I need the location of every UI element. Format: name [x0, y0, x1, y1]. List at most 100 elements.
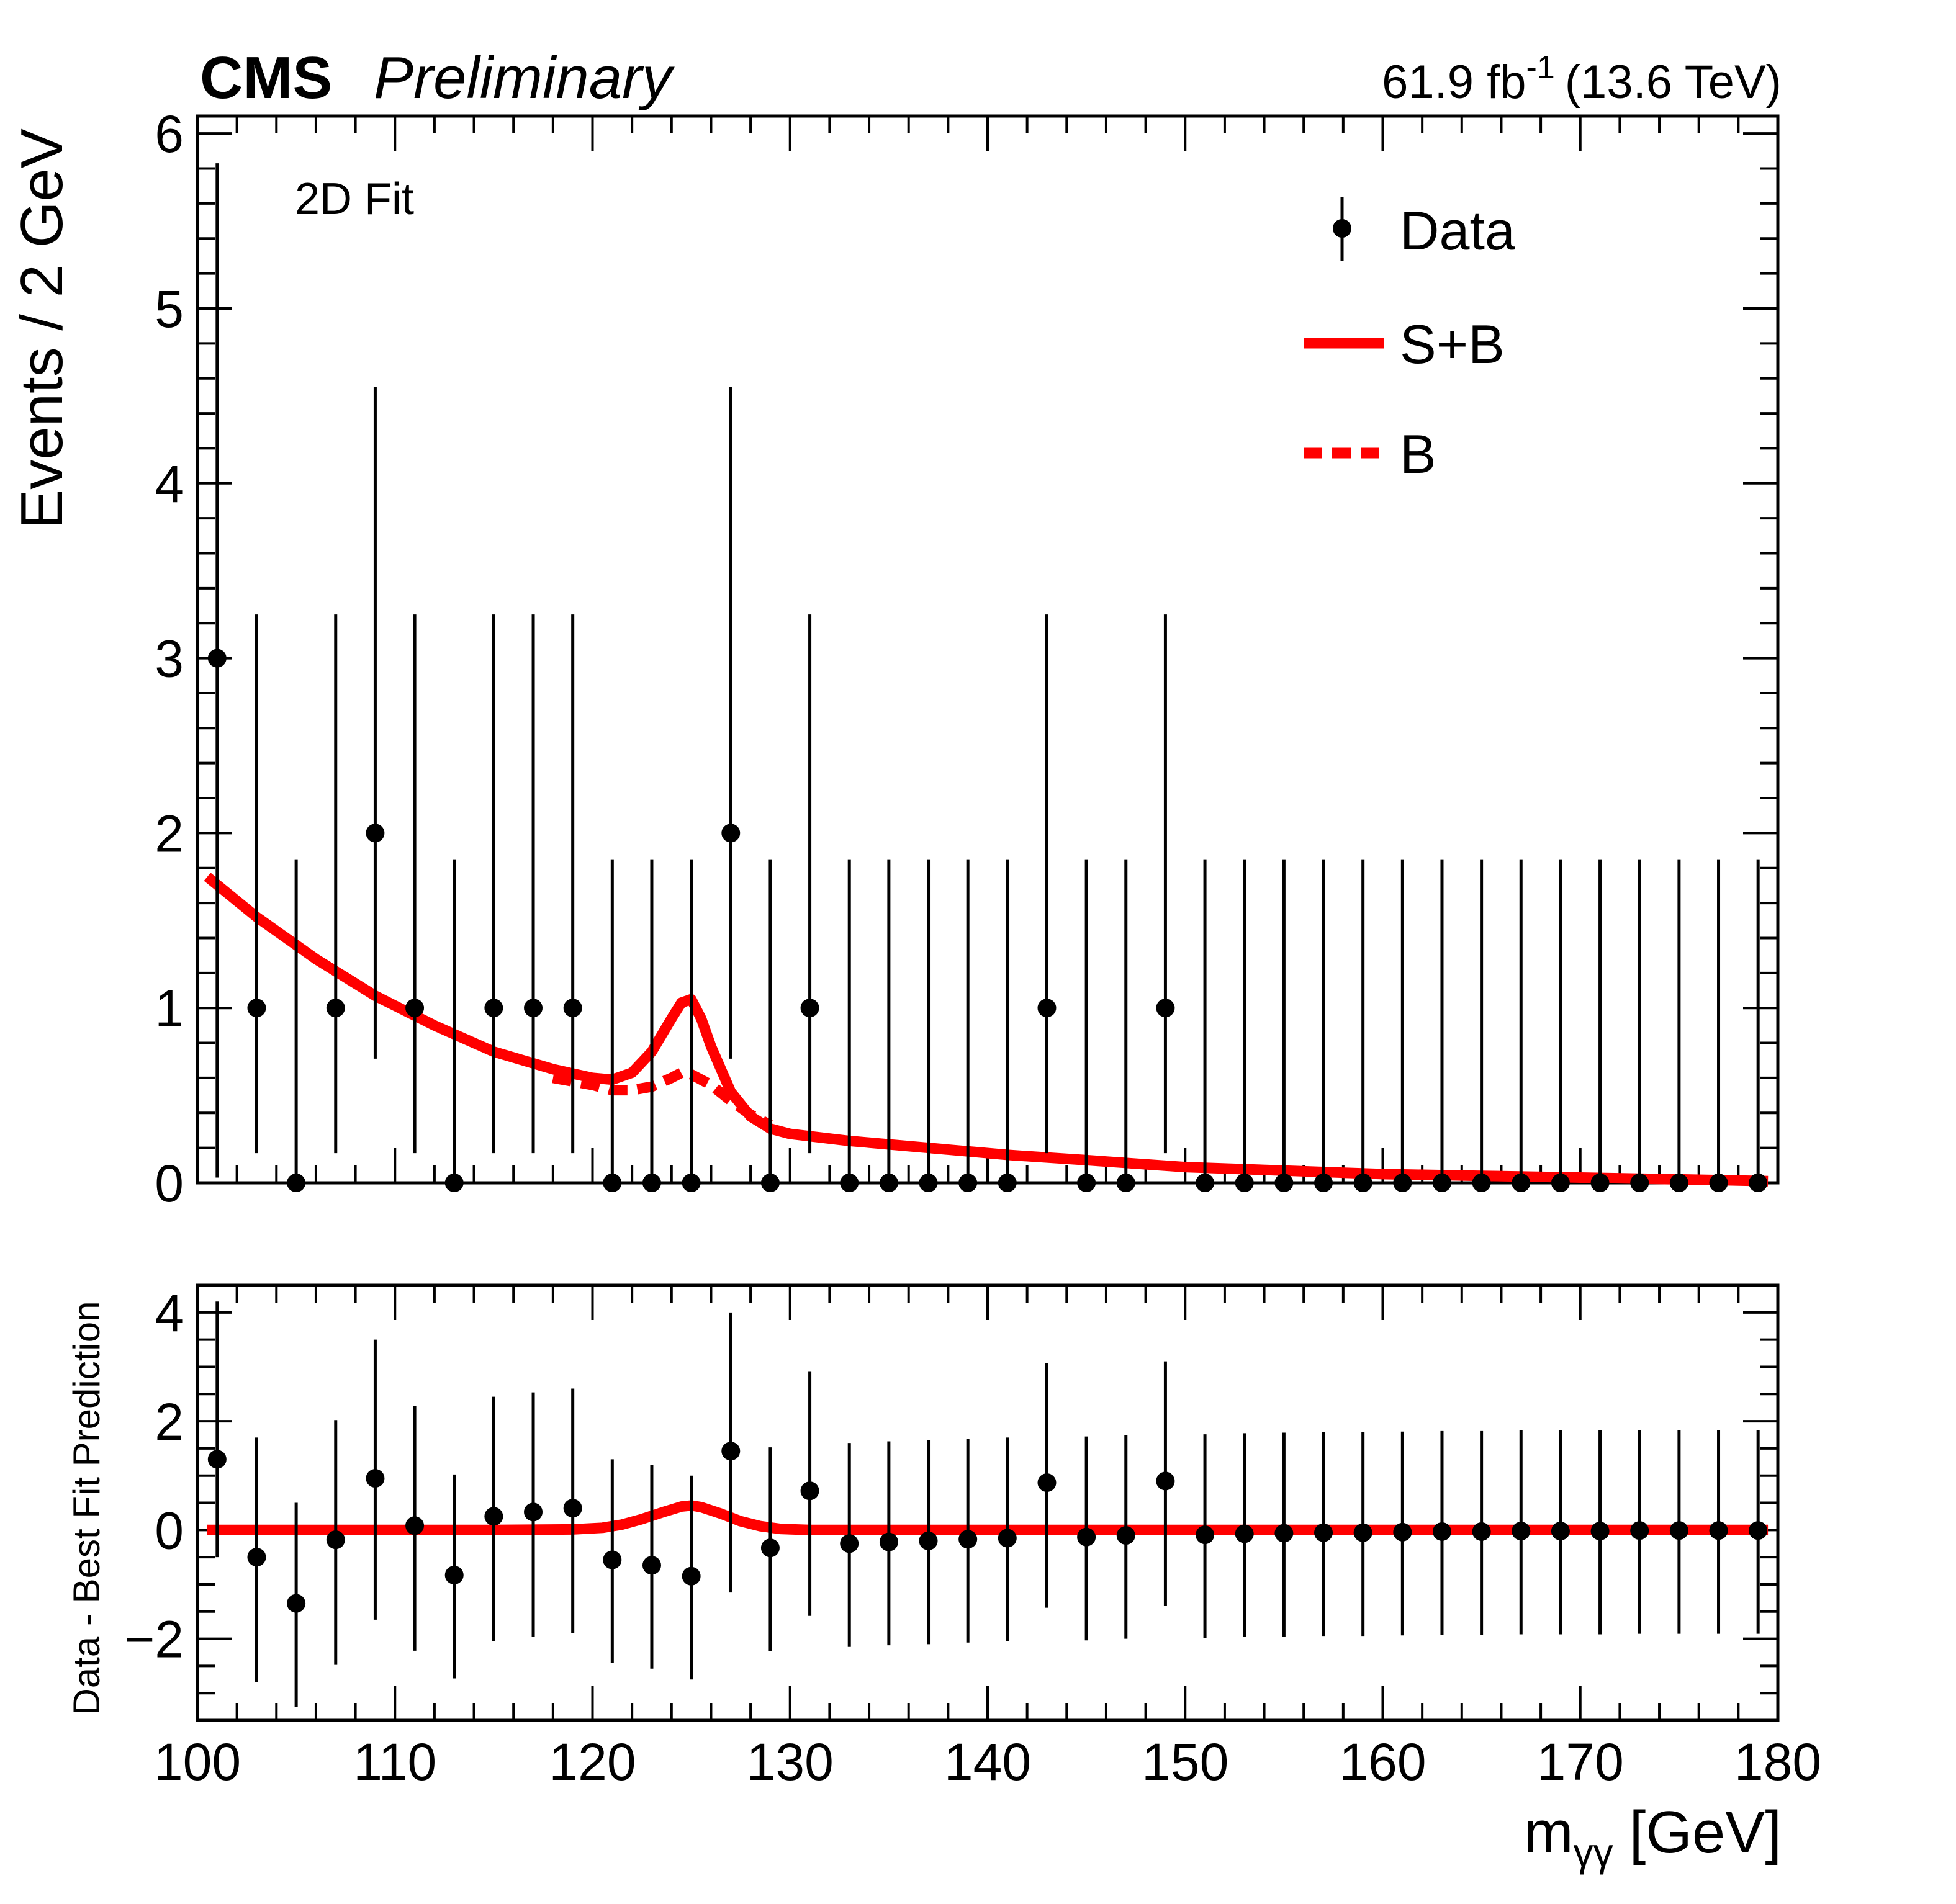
x-axis-title: mγγ [GeV] — [1524, 1799, 1782, 1875]
main-data-point — [879, 1174, 898, 1192]
preliminary-label: Preliminary — [374, 45, 675, 111]
main-data-point — [642, 1174, 661, 1192]
ratio-data-point — [444, 1566, 464, 1585]
main-data-point — [1274, 1174, 1294, 1192]
main-data-point — [1393, 1174, 1412, 1192]
ratio-data-point — [998, 1529, 1017, 1548]
main-data-point — [682, 1174, 701, 1192]
ratio-fit-curves — [207, 1500, 1769, 1535]
main-data-point — [919, 1174, 938, 1192]
main-data-point — [366, 824, 385, 843]
main-panel: 0 1 2 3 4 5 6 2D Fit Data S+B B — [155, 105, 1780, 1213]
x-tick-label: 110 — [353, 1733, 436, 1791]
main-data-point — [998, 1174, 1017, 1192]
main-data-point — [1590, 1174, 1610, 1192]
y-axis-title-ratio: Data - Best Fit Prediction — [66, 1301, 107, 1715]
main-data-points — [207, 163, 1768, 1192]
main-data-point — [247, 999, 266, 1018]
ratio-data-point — [1749, 1521, 1768, 1540]
x-tick-label: 120 — [549, 1733, 636, 1791]
ratio-ticks — [196, 1284, 1779, 1722]
ratio-data-point — [642, 1556, 661, 1575]
x-tick-label: 100 — [154, 1733, 241, 1791]
main-data-point — [1749, 1174, 1768, 1192]
ratio-data-point — [1630, 1521, 1649, 1540]
legend-data-label: Data — [1400, 200, 1515, 261]
ratio-data-point — [484, 1507, 503, 1526]
main-curve-b — [552, 1067, 773, 1130]
main-ytick-label: 2 — [155, 804, 184, 863]
ratio-data-point — [1551, 1522, 1570, 1541]
main-data-point — [563, 999, 582, 1018]
x-tick-label: 170 — [1537, 1733, 1624, 1791]
ratio-data-point — [879, 1532, 898, 1551]
luminosity-label: 61.9 fb-1 (13.6 TeV) — [1382, 50, 1782, 109]
ratio-data-point — [1037, 1473, 1057, 1493]
main-data-point — [484, 999, 503, 1018]
main-data-point — [1077, 1174, 1096, 1192]
ratio-data-point — [958, 1530, 978, 1549]
legend-b-label: B — [1400, 423, 1436, 485]
x-tick-label: 150 — [1142, 1733, 1228, 1791]
ratio-y-tick-labels: −2 0 2 4 — [124, 1284, 184, 1669]
main-data-point — [524, 999, 543, 1018]
fit-annotation: 2D Fit — [295, 174, 414, 224]
main-data-point — [405, 999, 425, 1018]
x-tick-labels: 100 110 120 130 140 150 160 170 180 — [154, 1733, 1821, 1791]
main-data-point — [1314, 1174, 1333, 1192]
ratio-data-point — [1314, 1523, 1333, 1542]
main-data-point — [1630, 1174, 1649, 1192]
legend-data-marker — [1333, 219, 1351, 238]
ratio-ytick-label: −2 — [124, 1610, 184, 1669]
main-data-point — [1353, 1174, 1372, 1192]
ratio-data-point — [840, 1534, 859, 1553]
main-data-point — [760, 1174, 780, 1192]
main-data-point — [721, 824, 741, 843]
ratio-data-point — [366, 1469, 385, 1488]
main-data-point — [1116, 1174, 1135, 1192]
main-y-tick-labels: 0 1 2 3 4 5 6 — [155, 105, 184, 1213]
ratio-data-point — [1353, 1523, 1372, 1542]
ratio-data-point — [207, 1450, 227, 1469]
x-tick-label: 160 — [1339, 1733, 1426, 1791]
ratio-data-point — [1393, 1522, 1412, 1542]
ratio-data-point — [1235, 1524, 1254, 1543]
main-data-point — [1235, 1174, 1254, 1192]
main-data-point — [1709, 1174, 1728, 1192]
ratio-data-point — [1512, 1522, 1531, 1541]
ratio-curve-s-b-b — [207, 1500, 1769, 1535]
main-data-point — [1196, 1174, 1215, 1192]
ratio-data-point — [1156, 1471, 1175, 1491]
ratio-data-point — [1590, 1522, 1610, 1541]
ratio-data-point — [1432, 1522, 1451, 1541]
cms-label: CMS — [200, 45, 332, 111]
ratio-data-point — [721, 1442, 741, 1461]
main-data-point — [1669, 1174, 1688, 1192]
legend: Data S+B B — [1304, 197, 1515, 485]
y-axis-title-main: Events / 2 GeV — [9, 128, 75, 529]
ratio-data-point — [682, 1566, 701, 1586]
ratio-data-point — [1196, 1525, 1215, 1545]
ratio-data-point — [326, 1530, 345, 1550]
ratio-data-point — [1274, 1524, 1294, 1543]
ratio-ytick-label: 2 — [155, 1393, 184, 1451]
main-data-point — [1156, 999, 1175, 1018]
ratio-data-point — [1077, 1527, 1096, 1547]
main-curve-s-b — [204, 873, 1769, 1187]
main-data-point — [958, 1174, 978, 1192]
ratio-data-point — [1709, 1521, 1728, 1540]
ratio-data-point — [603, 1550, 622, 1569]
ratio-ytick-label: 0 — [155, 1501, 184, 1560]
main-data-point — [207, 649, 227, 668]
main-data-point — [1551, 1174, 1570, 1192]
main-data-point — [603, 1174, 622, 1192]
ratio-data-point — [1116, 1526, 1135, 1545]
ratio-data-point — [405, 1516, 425, 1535]
main-data-point — [326, 999, 345, 1018]
main-ytick-label: 3 — [155, 630, 184, 688]
main-ytick-label: 4 — [155, 455, 184, 513]
legend-sb-label: S+B — [1400, 313, 1505, 375]
x-tick-label: 130 — [747, 1733, 834, 1791]
x-tick-label: 180 — [1734, 1733, 1821, 1791]
